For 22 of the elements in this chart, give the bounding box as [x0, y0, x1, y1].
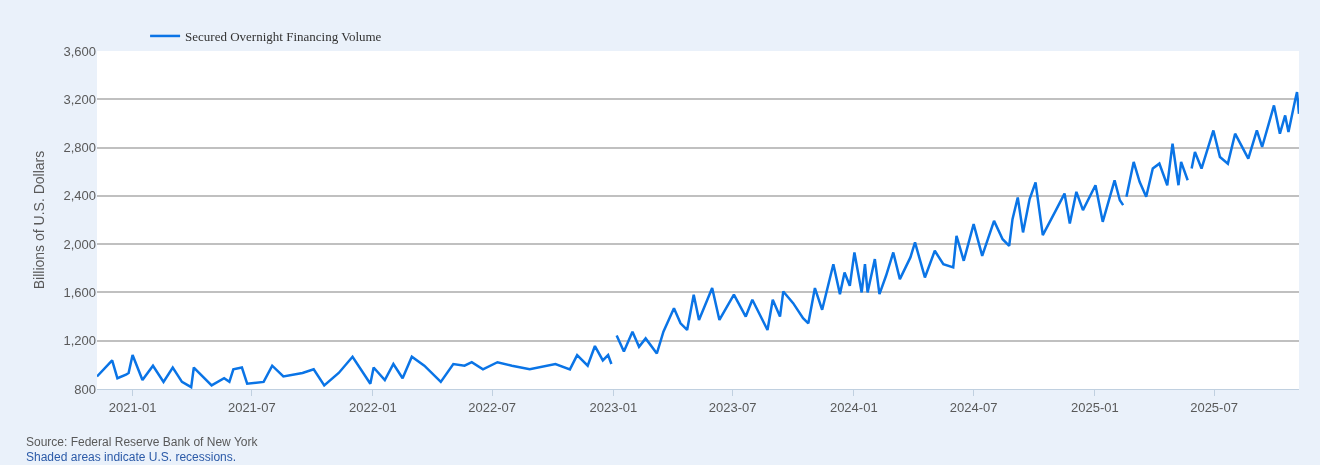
- x-tick-label: 2023-01: [589, 399, 638, 415]
- y-tick-label: 3,600: [63, 43, 96, 59]
- x-tick-label: 2022-01: [349, 399, 397, 415]
- y-tick-label: 1,200: [63, 333, 96, 349]
- x-tick-label: 2024-07: [949, 399, 998, 415]
- x-tick-label: 2023-07: [708, 399, 757, 415]
- legend-label: Secured Overnight Financing Volume: [185, 29, 382, 45]
- y-tick-label: 1,600: [63, 284, 96, 300]
- y-tick-label: 2,000: [63, 236, 96, 252]
- x-tick-label: 2024-01: [829, 399, 878, 415]
- y-tick-label: 800: [74, 381, 96, 397]
- y-axis-title: Billions of U.S. Dollars: [31, 150, 48, 290]
- y-tick-label: 2,400: [63, 188, 96, 204]
- x-tick-label: 2025-07: [1190, 399, 1238, 415]
- source-note: Source: Federal Reserve Bank of New York: [26, 435, 259, 449]
- y-tick-label: 2,800: [63, 140, 96, 156]
- y-tick-label: 3,200: [63, 91, 96, 107]
- text: Shaded areas indicate U.S. recessions.: [26, 450, 237, 464]
- x-tick-label: 2025-01: [1070, 399, 1119, 415]
- x-tick-label: 2021-01: [108, 399, 157, 415]
- x-tick-label: 2022-07: [468, 399, 517, 415]
- x-tick-label: 2021-07: [227, 399, 276, 415]
